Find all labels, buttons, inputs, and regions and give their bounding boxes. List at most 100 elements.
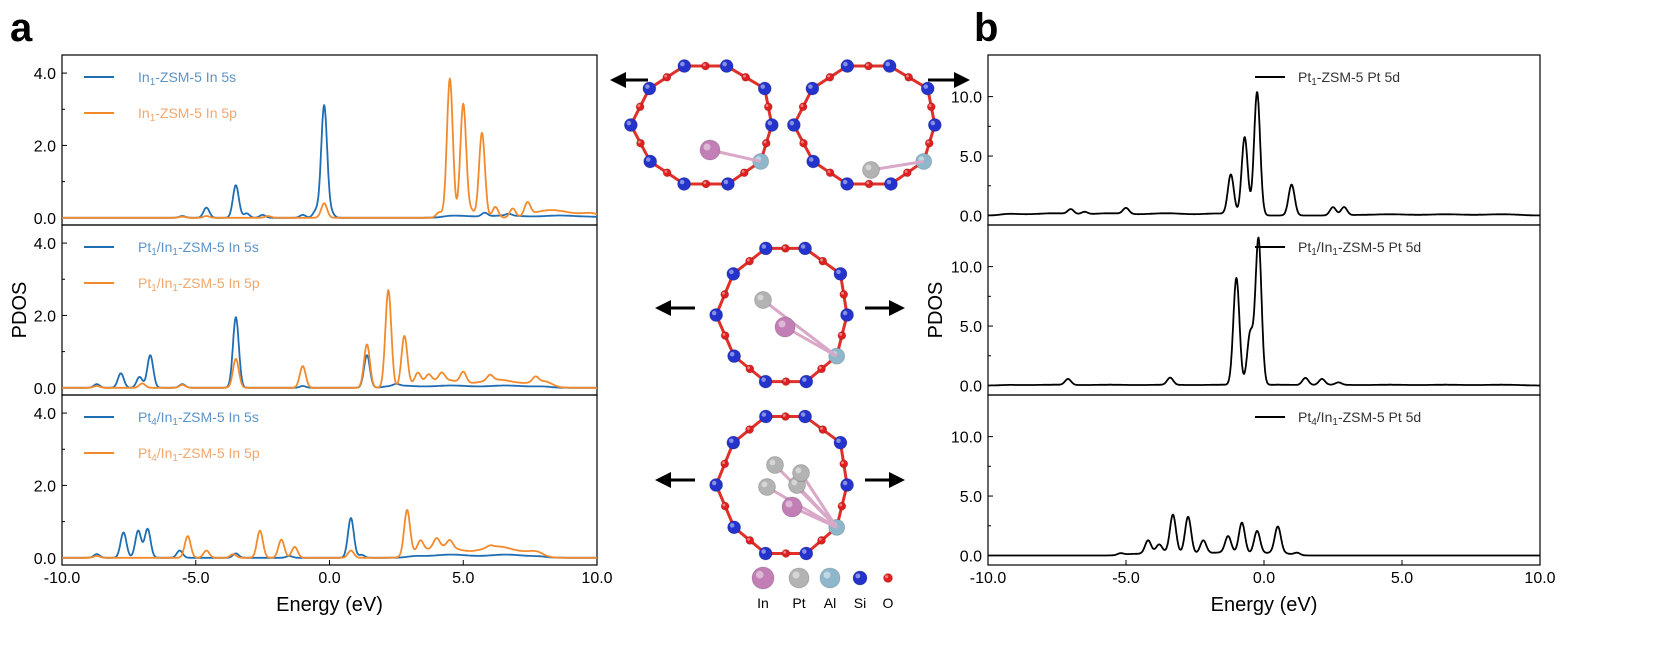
oxygen-atom bbox=[799, 138, 809, 148]
oxygen-atom bbox=[745, 425, 755, 435]
silicon-atom bbox=[727, 349, 742, 364]
silicon-atom-highlight bbox=[842, 480, 848, 486]
legend-text: -ZSM-5 Pt 5d bbox=[1338, 239, 1421, 255]
silicon-atom-highlight bbox=[885, 61, 890, 67]
silicon-atom-highlight bbox=[761, 244, 767, 249]
silicon-atom bbox=[757, 81, 772, 96]
y-tick-label: 0.0 bbox=[34, 551, 56, 568]
oxygen-atom-highlight bbox=[746, 258, 750, 262]
panel-label-a: a bbox=[10, 6, 33, 50]
oxygen-atom bbox=[825, 72, 835, 82]
silicon-atom-highlight bbox=[836, 438, 841, 444]
atom-legend-pt-icon bbox=[788, 567, 810, 589]
oxygen-atom-highlight bbox=[926, 140, 930, 144]
silicon-atom-highlight bbox=[886, 179, 892, 185]
indium-atom-highlight bbox=[703, 143, 711, 151]
legend-subscript: 1 bbox=[1332, 417, 1338, 428]
oxygen-atom bbox=[839, 289, 849, 299]
legend-subscript: 4 bbox=[151, 453, 157, 464]
silicon-atom-highlight bbox=[723, 179, 729, 185]
platinum-atom bbox=[862, 161, 880, 179]
y-axis-label: PDOS bbox=[9, 282, 31, 339]
silicon-atom bbox=[677, 176, 692, 191]
oxygen-atom bbox=[924, 138, 934, 148]
y-tick-label: 5.0 bbox=[960, 319, 982, 336]
bond bbox=[870, 159, 924, 172]
legend-subscript: 1 bbox=[172, 283, 178, 294]
oxygen-atom-highlight bbox=[839, 332, 843, 336]
bond bbox=[795, 483, 838, 529]
bond bbox=[762, 298, 838, 358]
oxygen-atom bbox=[781, 548, 791, 558]
oxygen-atom bbox=[739, 168, 749, 178]
legend-text: /In bbox=[157, 275, 173, 291]
oxygen-atom bbox=[904, 72, 914, 82]
atom-legend-pt-icon-highlight bbox=[792, 571, 800, 579]
silicon-atom bbox=[883, 176, 898, 191]
oxygen-atom-highlight bbox=[782, 413, 786, 417]
platinum-atom bbox=[758, 478, 776, 496]
oxygen-atom bbox=[720, 331, 730, 341]
platinum-atom-highlight bbox=[769, 459, 776, 466]
y-tick-label: 4.0 bbox=[34, 236, 56, 253]
oxygen-atom bbox=[798, 102, 808, 112]
x-tick-label: 5.0 bbox=[452, 570, 474, 587]
silicon-atom-highlight bbox=[645, 157, 651, 162]
legend-text: -ZSM-5 In 5s bbox=[178, 239, 259, 255]
series-line-black bbox=[987, 91, 1541, 217]
silicon-atom bbox=[758, 241, 773, 256]
silicon-atom bbox=[623, 118, 638, 132]
oxygen-atom bbox=[761, 138, 771, 148]
legend-label: Pt1/In1-ZSM-5 In 5p bbox=[138, 275, 260, 294]
platinum-atom-highlight bbox=[757, 294, 764, 301]
series-line-black bbox=[987, 236, 1541, 387]
silicon-atom-highlight bbox=[711, 480, 717, 486]
atom-legend-o-icon-highlight bbox=[885, 575, 889, 579]
atom-legend-al-icon-highlight bbox=[823, 571, 831, 579]
subplot-frame bbox=[987, 394, 1541, 566]
legend-text: -ZSM-5 In 5p bbox=[178, 445, 260, 461]
oxygen-atom bbox=[720, 289, 730, 299]
legend-label: Pt4/In1-ZSM-5 In 5s bbox=[138, 409, 259, 428]
atom-legend-al-icon bbox=[819, 567, 841, 589]
y-tick-label: 10.0 bbox=[951, 90, 982, 107]
oxygen-atom bbox=[837, 331, 847, 341]
oxygen-atom bbox=[662, 168, 672, 178]
x-tick-label: -5.0 bbox=[1112, 570, 1140, 587]
atom-legend-si-icon bbox=[852, 570, 868, 586]
silicon-atom bbox=[840, 176, 855, 191]
platinum-atom-highlight bbox=[865, 164, 872, 171]
legend-text: -ZSM-5 In 5s bbox=[178, 409, 259, 425]
oxygen-atom bbox=[816, 364, 826, 374]
silicon-atom-highlight bbox=[761, 377, 766, 382]
silicon-atom bbox=[798, 409, 813, 424]
silicon-atom-highlight bbox=[800, 412, 806, 417]
silicon-atom-highlight bbox=[680, 61, 685, 67]
silicon-atom bbox=[720, 176, 735, 191]
x-tick-label: 5.0 bbox=[1391, 570, 1413, 587]
legend-text: -ZSM-5 In 5p bbox=[178, 275, 260, 291]
y-tick-label: 0.0 bbox=[960, 378, 982, 395]
oxygen-atom bbox=[745, 364, 755, 374]
oxygen-atom bbox=[902, 168, 912, 178]
y-tick-label: 2.0 bbox=[34, 308, 56, 325]
legend-text: /In bbox=[1317, 409, 1333, 425]
oxygen-atom-highlight bbox=[820, 258, 823, 262]
oxygen-atom-highlight bbox=[664, 74, 668, 78]
oxygen-atom-highlight bbox=[741, 170, 745, 173]
oxygen-atom-highlight bbox=[703, 181, 707, 185]
silicon-atom bbox=[882, 59, 897, 74]
silicon-atom-highlight bbox=[760, 84, 766, 89]
arrow-right-icon bbox=[889, 300, 905, 316]
oxygen-atom-highlight bbox=[865, 63, 869, 67]
legend-text: Pt bbox=[1298, 69, 1311, 85]
atom-legend-label: Pt bbox=[792, 595, 805, 611]
silicon-atom-highlight bbox=[711, 310, 717, 316]
silicon-atom-highlight bbox=[842, 179, 848, 185]
arrow-left-icon bbox=[610, 72, 626, 88]
series-line-blue bbox=[61, 104, 598, 219]
silicon-atom-highlight bbox=[729, 438, 734, 444]
y-tick-label: 10.0 bbox=[951, 430, 982, 447]
arrow-left-icon bbox=[655, 472, 671, 488]
